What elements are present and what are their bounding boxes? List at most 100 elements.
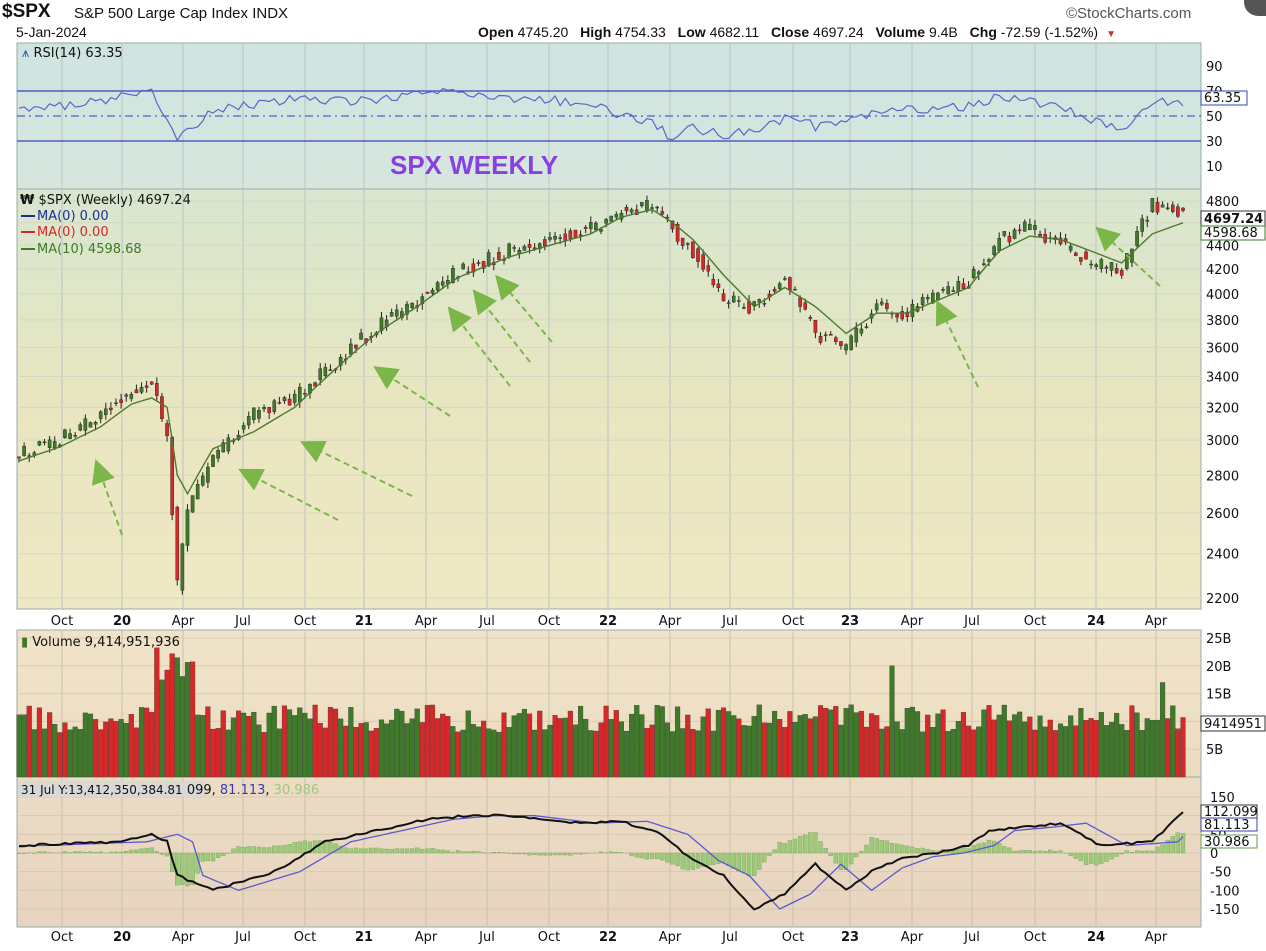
candle-body — [742, 307, 746, 309]
volume-bar — [317, 723, 323, 778]
macd-histogram-bar — [185, 852, 190, 887]
candle-body — [410, 303, 414, 308]
candle-body — [185, 509, 190, 546]
volume-bar — [1124, 730, 1130, 778]
candle-body — [788, 277, 792, 291]
macd-histogram-bar — [318, 840, 323, 854]
candle-body — [190, 495, 195, 513]
x-tick-label: Apr — [659, 614, 682, 629]
volume-bar — [1170, 705, 1176, 778]
candle-body — [435, 282, 440, 291]
volume-bar — [31, 729, 37, 778]
stockcharts-logo[interactable]: ©StockCharts.com — [1066, 5, 1192, 22]
macd-histogram-bar — [517, 852, 522, 855]
candle-body — [782, 278, 787, 280]
volume-bar — [828, 709, 834, 778]
corner-icon[interactable] — [1244, 0, 1266, 16]
x-tick-label: Jul — [234, 930, 251, 945]
macd-histogram-bar — [808, 832, 813, 854]
candle-body — [282, 397, 287, 402]
volume-bar — [557, 718, 563, 778]
candle-body — [798, 297, 802, 307]
macd-signal-line — [19, 815, 1184, 910]
price-tag-ma10-label: 4598.68 — [1204, 226, 1258, 241]
candle-body — [297, 386, 302, 403]
candle-body — [287, 398, 292, 406]
macd-histogram-bar — [1012, 851, 1017, 854]
candle-body — [629, 209, 634, 213]
candle-body — [400, 311, 404, 318]
price-tick-label: 3400 — [1206, 370, 1239, 385]
macd-histogram-bar — [746, 852, 752, 877]
macd-histogram-bar — [925, 849, 930, 854]
candle-body — [874, 303, 879, 311]
candle-body — [1145, 219, 1150, 222]
macd-histogram-bar — [1155, 846, 1160, 854]
candle-body — [149, 381, 154, 385]
volume-bar — [680, 728, 686, 778]
macd-tick-label: 0 — [1210, 847, 1218, 862]
volume-bar — [736, 718, 742, 778]
candle-body — [1022, 221, 1027, 232]
volume-bar — [542, 729, 548, 778]
macd-histogram-bar — [267, 847, 272, 854]
volume-bar — [603, 705, 609, 778]
volume-bar — [715, 709, 721, 778]
price-tick-label: 4200 — [1206, 263, 1239, 278]
volume-bar — [144, 707, 150, 778]
macd-histogram-bar — [910, 846, 915, 854]
macd-histogram-bar — [287, 844, 292, 854]
candle-body — [277, 402, 282, 404]
macd-histogram-bar — [655, 852, 660, 860]
candle-body — [931, 292, 935, 304]
volume-bar — [491, 729, 497, 778]
candle-body — [609, 215, 614, 222]
candle-body — [195, 483, 200, 500]
volume-bar — [394, 708, 400, 778]
macd-histogram-bar — [1150, 850, 1155, 854]
candle-body — [1135, 231, 1139, 246]
volume-bar — [720, 707, 727, 778]
volume-bar — [322, 727, 328, 778]
volume-bar — [1175, 728, 1181, 778]
candle-body — [568, 230, 573, 239]
macd-histogram-bar — [435, 849, 440, 854]
volume-bar — [593, 730, 599, 778]
macd-histogram-bar — [1119, 852, 1124, 855]
macd-histogram-bar — [797, 836, 803, 854]
volume-bar — [858, 710, 864, 778]
volume-bar — [256, 724, 262, 778]
macd-histogram-bar — [333, 843, 338, 854]
macd-tick-label: -150 — [1210, 903, 1240, 918]
volume-bar — [235, 710, 242, 778]
candle-body — [257, 410, 261, 419]
macd-tag-label: 81.113 — [1204, 818, 1250, 833]
candle-body — [1119, 270, 1124, 276]
x-tick-label: Jul — [721, 930, 738, 945]
volume-bar — [312, 704, 318, 778]
candle-body — [338, 357, 343, 366]
volume-bar — [465, 710, 471, 778]
price-tick-label: 2400 — [1206, 548, 1239, 563]
candle-body — [461, 263, 465, 270]
candle-body — [22, 446, 26, 456]
candle-body — [563, 233, 568, 241]
ma-legend-1: MA(0) 0.00 — [37, 209, 109, 224]
macd-histogram-bar — [1180, 833, 1186, 854]
volume-bar — [1078, 707, 1084, 778]
macd-histogram-bar — [894, 843, 900, 854]
index-name: S&P 500 Large Cap Index INDX — [74, 5, 289, 22]
macd-histogram-bar — [440, 849, 445, 854]
volume-bar — [475, 726, 482, 778]
candle-body — [721, 293, 726, 302]
volume-bar — [205, 706, 211, 778]
candle-body — [645, 200, 649, 212]
volume-bar — [521, 708, 527, 778]
volume-bar — [1057, 723, 1064, 778]
volume-bar — [36, 707, 42, 778]
macd-tick-label: -50 — [1210, 866, 1231, 881]
macd-histogram-bar — [374, 847, 379, 854]
candle-body — [200, 475, 205, 486]
candle-body — [88, 422, 93, 428]
volume-bar — [976, 726, 982, 778]
